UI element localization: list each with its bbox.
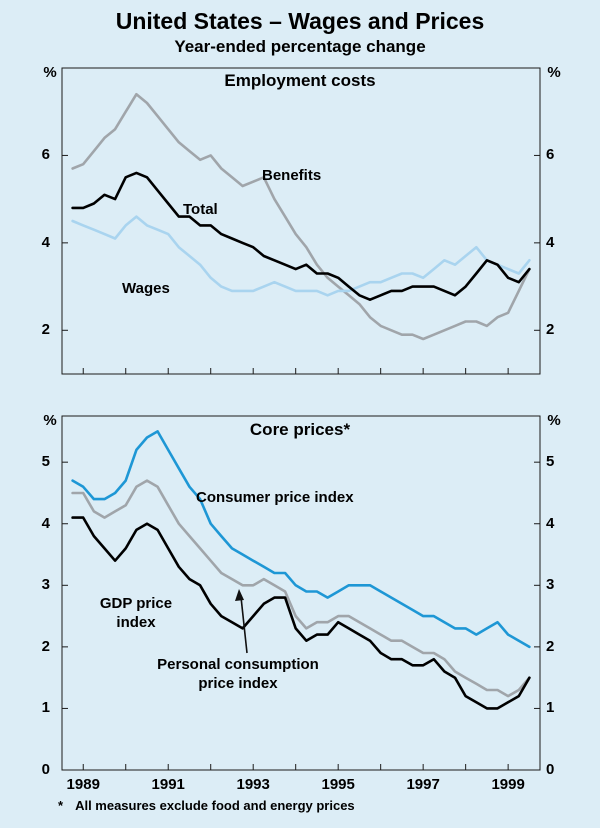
series-label-gdp-price-index: GDP price index	[99, 595, 173, 631]
series-line-personal-consumption-price-index	[71, 479, 531, 698]
footnote-marker: *	[58, 798, 64, 813]
series-line-benefits	[71, 92, 531, 341]
y-axis-unit-percent: %	[43, 412, 57, 429]
y-axis-label: 2	[546, 637, 555, 655]
y-axis-label: 5	[546, 453, 555, 471]
series-line-gdp-price-index	[71, 516, 531, 710]
x-axis-label: 1997	[406, 776, 440, 793]
y-axis-label: 2	[41, 637, 50, 655]
footnote: * All measures exclude food and energy pr…	[58, 798, 355, 813]
y-axis-unit-percent: %	[43, 64, 57, 81]
chart-title: United States – Wages and Prices	[115, 8, 485, 34]
panel-title-employment-costs: Employment costs	[224, 71, 376, 90]
y-axis-label: 4	[41, 514, 50, 532]
series-label-consumer-price-index: Consumer price index	[196, 489, 354, 506]
series-label-total: Total	[183, 201, 218, 218]
y-axis-label: 4	[546, 514, 555, 532]
y-axis-unit-percent: %	[547, 64, 561, 81]
series-label-wages: Wages	[122, 280, 170, 297]
y-axis-label: 4	[546, 233, 555, 251]
y-axis-label: 3	[41, 576, 50, 594]
x-axis-label: 1999	[491, 776, 525, 793]
series-line-consumer-price-index	[71, 430, 531, 649]
y-axis-label: 6	[546, 146, 555, 164]
annotation-arrow-head	[235, 589, 244, 601]
series-line-total	[71, 171, 531, 302]
y-axis-label: 1	[546, 699, 555, 717]
panel-title-core-prices: Core prices*	[249, 420, 351, 439]
panel-frame	[61, 415, 541, 771]
y-axis-label: 1	[41, 699, 50, 717]
y-axis-label: 4	[41, 233, 50, 251]
x-axis-label: 1993	[236, 776, 270, 793]
annotation-arrow-line	[240, 596, 248, 654]
y-axis-label: 0	[41, 761, 50, 778]
y-axis-label: 3	[546, 576, 555, 594]
x-axis-label: 1995	[321, 776, 355, 793]
series-label-benefits: Benefits	[262, 167, 322, 184]
series-label-personal-consumption-price-index: Personal consumption price index	[157, 656, 319, 692]
chart-subtitle: Year-ended percentage change	[174, 37, 426, 56]
panel-frame	[61, 67, 541, 375]
x-axis-label: 1989	[66, 776, 100, 793]
y-axis-label: 2	[41, 321, 50, 339]
series-line-wages	[71, 215, 531, 297]
y-axis-unit-percent: %	[547, 412, 561, 429]
y-axis-label: 5	[41, 453, 50, 471]
y-axis-label: 2	[546, 321, 555, 339]
y-axis-label: 0	[546, 761, 555, 778]
footnote-text: All measures exclude food and energy pri…	[75, 798, 355, 813]
x-axis-label: 1991	[151, 776, 185, 793]
y-axis-label: 6	[41, 146, 50, 164]
